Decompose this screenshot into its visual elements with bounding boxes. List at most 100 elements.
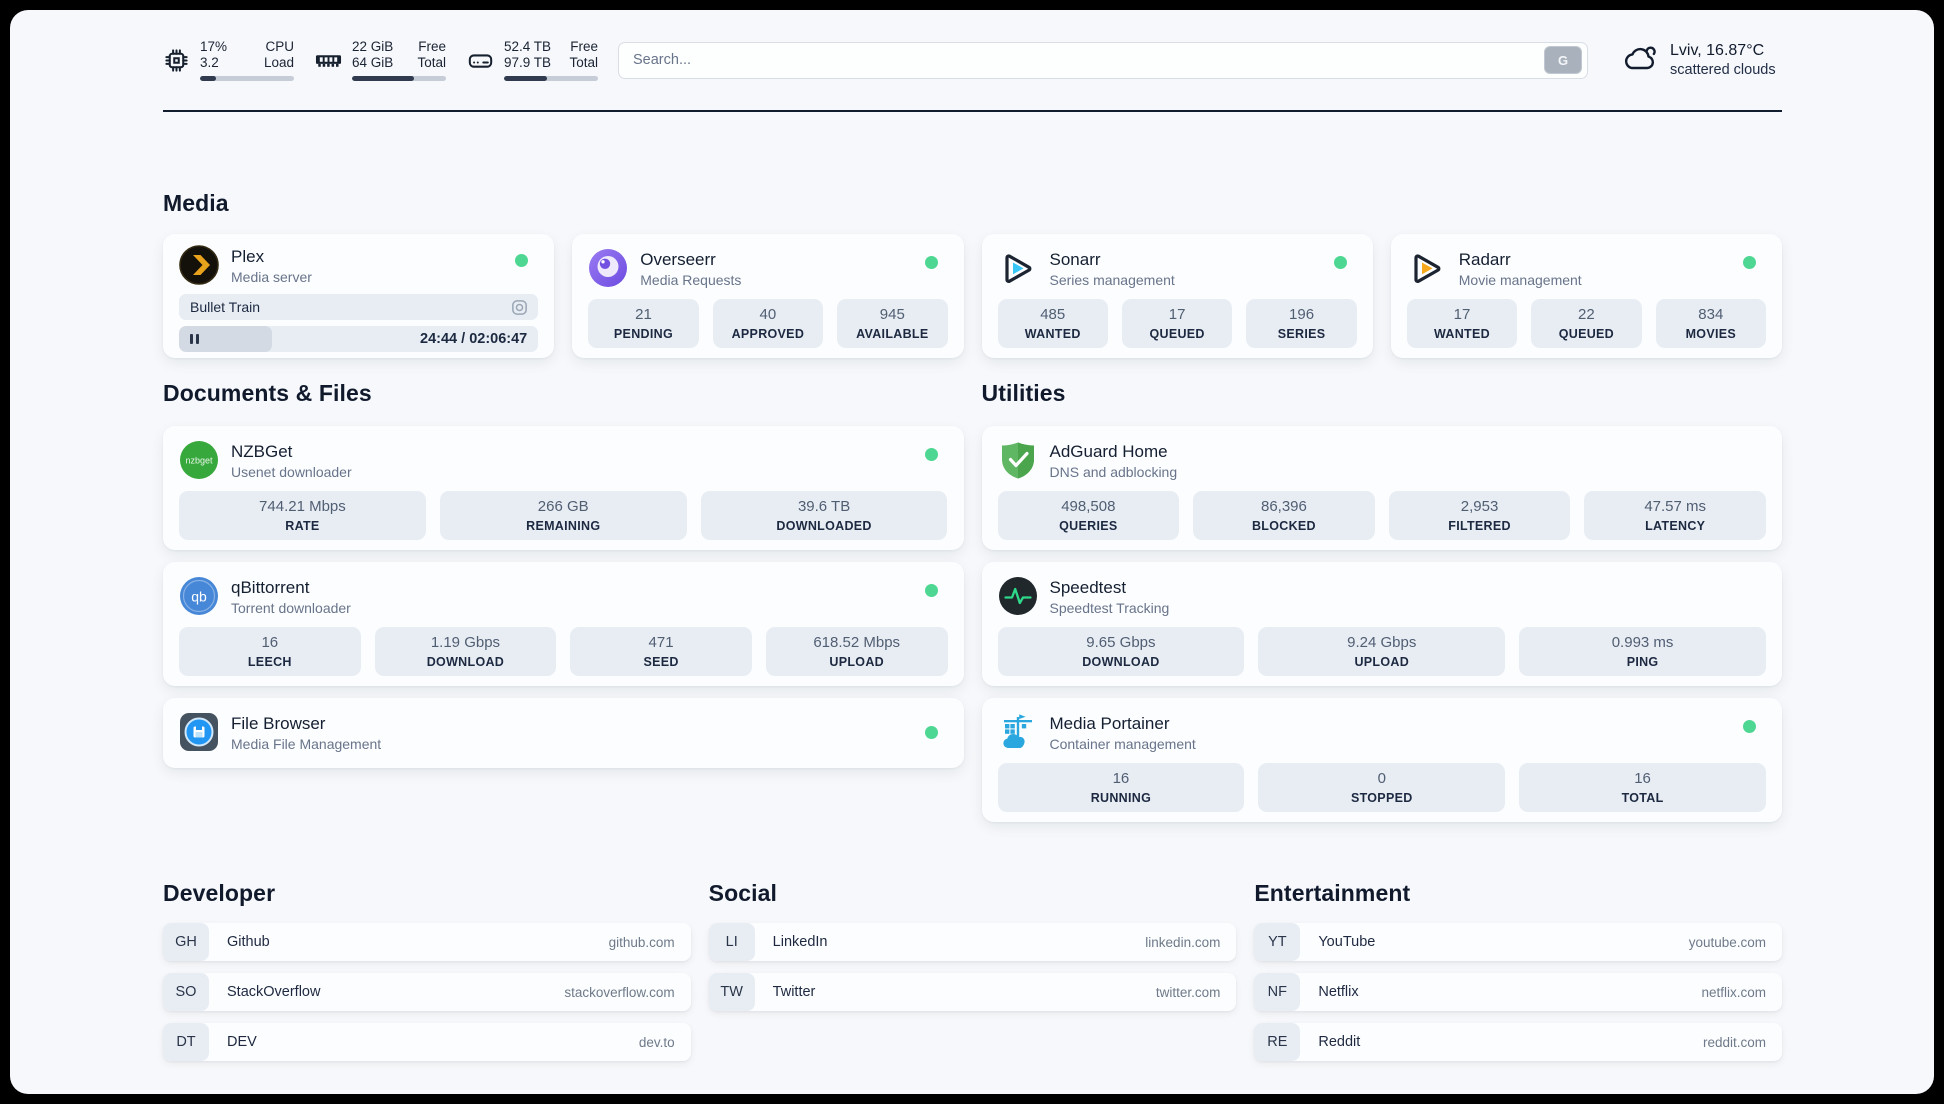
cpu-widget: 17% CPU 3.2 Load [163, 39, 294, 81]
stat-seed: 471 SEED [570, 627, 752, 676]
status-dot [515, 254, 529, 267]
section-title-media: Media [163, 190, 229, 216]
nzbget-card[interactable]: nzbget NZBGet Usenet downloader 744.21 M… [163, 426, 964, 550]
disk-total-value: 97.9 TB [504, 55, 552, 71]
app-desc: Speedtest Tracking [1049, 600, 1170, 616]
memory-widget: 22 GiB Free 64 GiB Total [315, 39, 446, 81]
stat-download: 1.19 Gbps DOWNLOAD [374, 627, 557, 676]
sonarr-icon [998, 248, 1038, 288]
plex-card[interactable]: Plex Media server Bullet Train 24:44 / 0… [163, 234, 555, 358]
cpu-progress [200, 76, 294, 81]
stat-queued: 17 QUEUED [1121, 299, 1233, 348]
disk-widget: 52.4 TB Free 97.9 TB Total [467, 39, 598, 81]
utilities-column: AdGuard Home DNS and adblocking 498,508 Q… [981, 426, 1782, 822]
stat-remaining: 266 GB REMAINING [439, 491, 687, 540]
app-desc: Media server [231, 269, 312, 285]
adguard-card[interactable]: AdGuard Home DNS and adblocking 498,508 Q… [981, 426, 1782, 550]
stat-upload: 618.52 Mbps UPLOAD [765, 627, 948, 676]
cpu-load-label: Load [263, 55, 294, 71]
system-stats: 17% CPU 3.2 Load 22 GiB Free 64 GiB Total [163, 39, 598, 81]
stat-movies: 834 MOVIES [1655, 299, 1767, 348]
app-desc: Series management [1049, 272, 1175, 288]
stat-stopped: 0 STOPPED [1258, 763, 1506, 812]
weather-condition: scattered clouds [1670, 61, 1776, 78]
bookmark-linkedin[interactable]: LI LinkedIn linkedin.com [708, 923, 1237, 961]
pause-button[interactable] [179, 326, 273, 352]
disk-free-value: 52.4 TB [504, 39, 552, 55]
memory-free-label: Free [418, 39, 446, 55]
bookmark-abbr: TW [708, 973, 755, 1011]
qbittorrent-card[interactable]: qb qBittorrent Torrent downloader 16 LEEC… [163, 562, 964, 686]
radarr-icon [1407, 248, 1447, 288]
portainer-icon [998, 712, 1038, 752]
bookmark-reddit[interactable]: RE Reddit reddit.com [1254, 1023, 1783, 1061]
stat-running: 16 RUNNING [997, 763, 1245, 812]
stat-queued: 22 QUEUED [1531, 299, 1642, 348]
memory-progress [352, 76, 446, 81]
stat-wanted: 485 WANTED [997, 299, 1108, 348]
radarr-card[interactable]: Radarr Movie management 17 WANTED 22 QUEUE… [1390, 234, 1782, 358]
cloud-icon [1622, 43, 1658, 78]
overseerr-icon [588, 248, 628, 288]
disk-progress [504, 76, 598, 81]
svg-text:nzbget: nzbget [185, 456, 213, 466]
disk-icon [467, 47, 494, 74]
app-name: NZBGet [231, 442, 293, 461]
bookmark-column-entertainment: Entertainment YT YouTube youtube.com NF … [1254, 880, 1783, 1061]
stat-downloaded: 39.6 TB DOWNLOADED [700, 491, 948, 540]
app-name: Sonarr [1049, 250, 1101, 269]
status-dot [1333, 256, 1347, 269]
bookmark-name: StackOverflow [227, 984, 321, 1000]
memory-free-value: 22 GiB [352, 39, 394, 55]
bookmark-abbr: SO [163, 973, 209, 1011]
bookmark-url: netflix.com [1701, 984, 1767, 1000]
status-dot [1743, 720, 1756, 733]
app-desc: Media File Management [231, 736, 382, 752]
stat-series: 196 SERIES [1246, 299, 1357, 348]
speedtest-card[interactable]: Speedtest Speedtest Tracking 9.65 Gbps DO… [981, 562, 1782, 686]
bookmark-url: twitter.com [1155, 984, 1221, 1000]
bookmark-url: github.com [608, 934, 675, 950]
documents-column: nzbget NZBGet Usenet downloader 744.21 M… [163, 426, 964, 822]
section-title-documents: Documents & Files [163, 380, 372, 406]
stat-available: 945 AVAILABLE [837, 299, 948, 348]
stat-leech: 16 LEECH [179, 627, 361, 676]
bookmark-github[interactable]: GH Github github.com [163, 923, 691, 961]
bookmark-abbr: RE [1254, 1023, 1301, 1061]
bookmark-twitter[interactable]: TW Twitter twitter.com [708, 973, 1237, 1011]
app-name: AdGuard Home [1049, 442, 1168, 461]
section-title-entertainment: Entertainment [1254, 880, 1411, 906]
bookmark-youtube[interactable]: YT YouTube youtube.com [1254, 923, 1783, 961]
search-input[interactable] [633, 52, 1544, 68]
bookmark-abbr: GH [163, 923, 209, 961]
now-playing-title: Bullet Train [190, 299, 261, 315]
app-desc: Usenet downloader [231, 464, 352, 480]
bookmark-column-social: Social LI LinkedIn linkedin.com TW Twitt… [708, 880, 1237, 1061]
bookmark-netflix[interactable]: NF Netflix netflix.com [1254, 973, 1783, 1011]
app-desc: Media Requests [640, 272, 742, 288]
status-dot [924, 584, 938, 597]
bookmark-dev[interactable]: DT DEV dev.to [163, 1023, 691, 1061]
app-name: Speedtest [1049, 578, 1127, 597]
sonarr-card[interactable]: Sonarr Series management 485 WANTED 17 QUE… [981, 234, 1373, 358]
playback-time: 24:44 / 02:06:47 [420, 331, 528, 347]
adguard-icon [998, 440, 1038, 480]
stat-total: 16 TOTAL [1519, 763, 1766, 812]
overseerr-card[interactable]: Overseerr Media Requests 21 PENDING 40 APP… [572, 234, 964, 358]
portainer-card[interactable]: Media Portainer Container management 16 R… [981, 698, 1782, 822]
bookmark-url: youtube.com [1688, 934, 1767, 950]
filebrowser-card[interactable]: File Browser Media File Management [163, 698, 964, 768]
status-dot [924, 256, 938, 269]
media-cards-row: Plex Media server Bullet Train 24:44 / 0… [163, 234, 1782, 358]
pause-icon [190, 334, 193, 344]
stat-queries: 498,508 QUERIES [997, 491, 1180, 540]
bookmark-column-developer: Developer GH Github github.com SO StackO… [163, 880, 691, 1061]
search-engine-button[interactable]: G [1544, 46, 1582, 74]
stat-rate: 744.21 Mbps RATE [179, 491, 426, 540]
header-bar: 17% CPU 3.2 Load 22 GiB Free 64 GiB Total [163, 38, 1782, 82]
camera-icon[interactable] [510, 298, 529, 317]
app-name: Radarr [1458, 250, 1511, 269]
nzbget-icon: nzbget [179, 440, 219, 480]
section-title-developer: Developer [163, 880, 276, 906]
bookmark-stackoverflow[interactable]: SO StackOverflow stackoverflow.com [163, 973, 691, 1011]
